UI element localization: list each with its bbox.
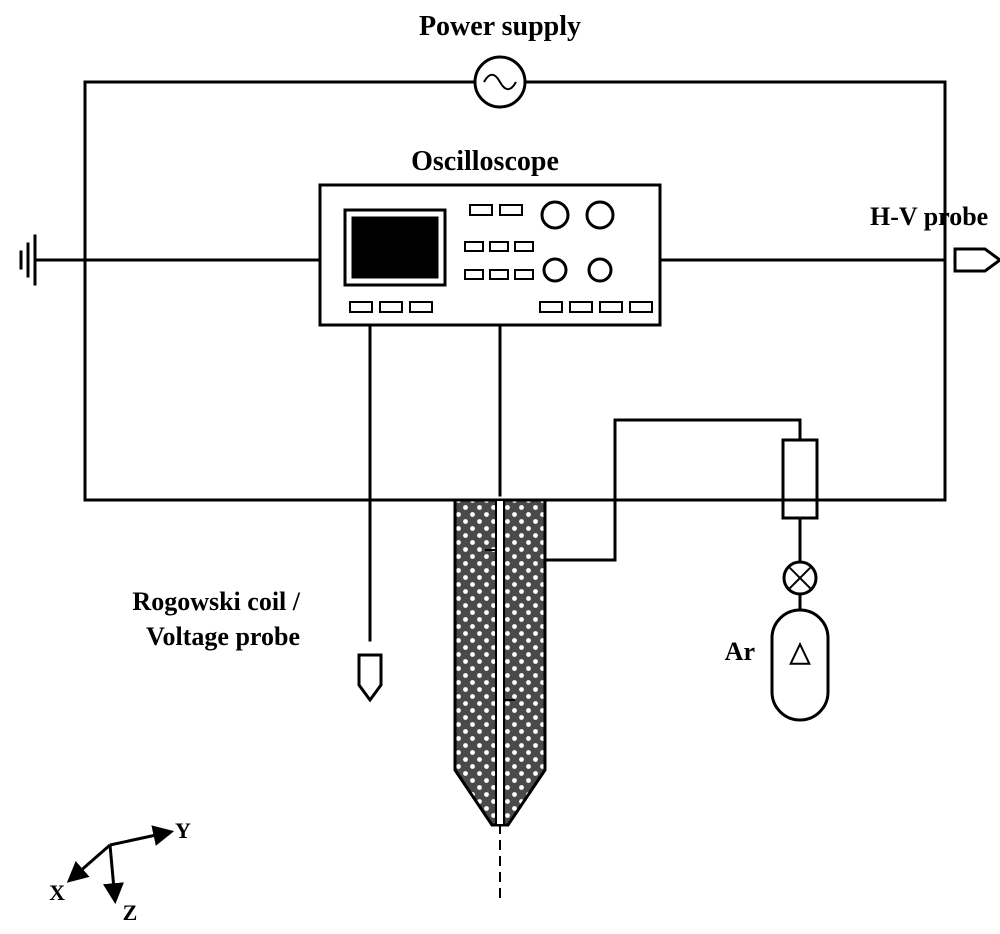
osc-knob-big-0 xyxy=(542,202,568,228)
label-oscilloscope: Oscilloscope xyxy=(411,146,559,177)
gas-cylinder xyxy=(772,610,828,720)
osc-button-1 xyxy=(500,205,522,215)
axis-z-arrow xyxy=(110,845,115,900)
diagram-layer: Power supply Oscilloscope H-V probe Rogowsk… xyxy=(21,11,1000,925)
label-ar: Ar xyxy=(725,637,755,666)
osc-button-10 xyxy=(410,302,432,312)
osc-button-9 xyxy=(380,302,402,312)
osc-button-13 xyxy=(600,302,622,312)
osc-button-4 xyxy=(515,242,533,251)
oscilloscope-screen xyxy=(353,218,437,277)
osc-knob-big-1 xyxy=(587,202,613,228)
osc-button-3 xyxy=(490,242,508,251)
label-rogowski_l1: Rogowski coil / xyxy=(132,587,300,616)
hv-probe-tip xyxy=(955,249,1000,271)
osc-button-5 xyxy=(465,270,483,279)
osc-button-12 xyxy=(570,302,592,312)
osc-button-11 xyxy=(540,302,562,312)
osc-button-14 xyxy=(630,302,652,312)
osc-button-2 xyxy=(465,242,483,251)
axis-y-arrow xyxy=(110,832,170,845)
label-power_supply: Power supply xyxy=(419,11,581,42)
osc-button-8 xyxy=(350,302,372,312)
osc-button-6 xyxy=(490,270,508,279)
label-axis_y: Y xyxy=(175,818,191,843)
flowmeter xyxy=(783,440,817,518)
osc-button-0 xyxy=(470,205,492,215)
central-electrode xyxy=(496,500,504,825)
label-rogowski_l2: Voltage probe xyxy=(146,622,300,651)
label-axis_z: Z xyxy=(123,900,138,925)
osc-knob-small-0 xyxy=(544,259,566,281)
osc-button-7 xyxy=(515,270,533,279)
axis-x-arrow xyxy=(70,845,110,880)
label-axis_x: X xyxy=(49,880,65,905)
osc-knob-small-1 xyxy=(589,259,611,281)
rogowski-probe-tip xyxy=(359,655,381,700)
experimental-setup-diagram: Power supply Oscilloscope H-V probe Rogowsk… xyxy=(0,0,1000,934)
ac-wave-icon xyxy=(484,75,516,89)
label-hv_probe: H-V probe xyxy=(870,202,988,231)
